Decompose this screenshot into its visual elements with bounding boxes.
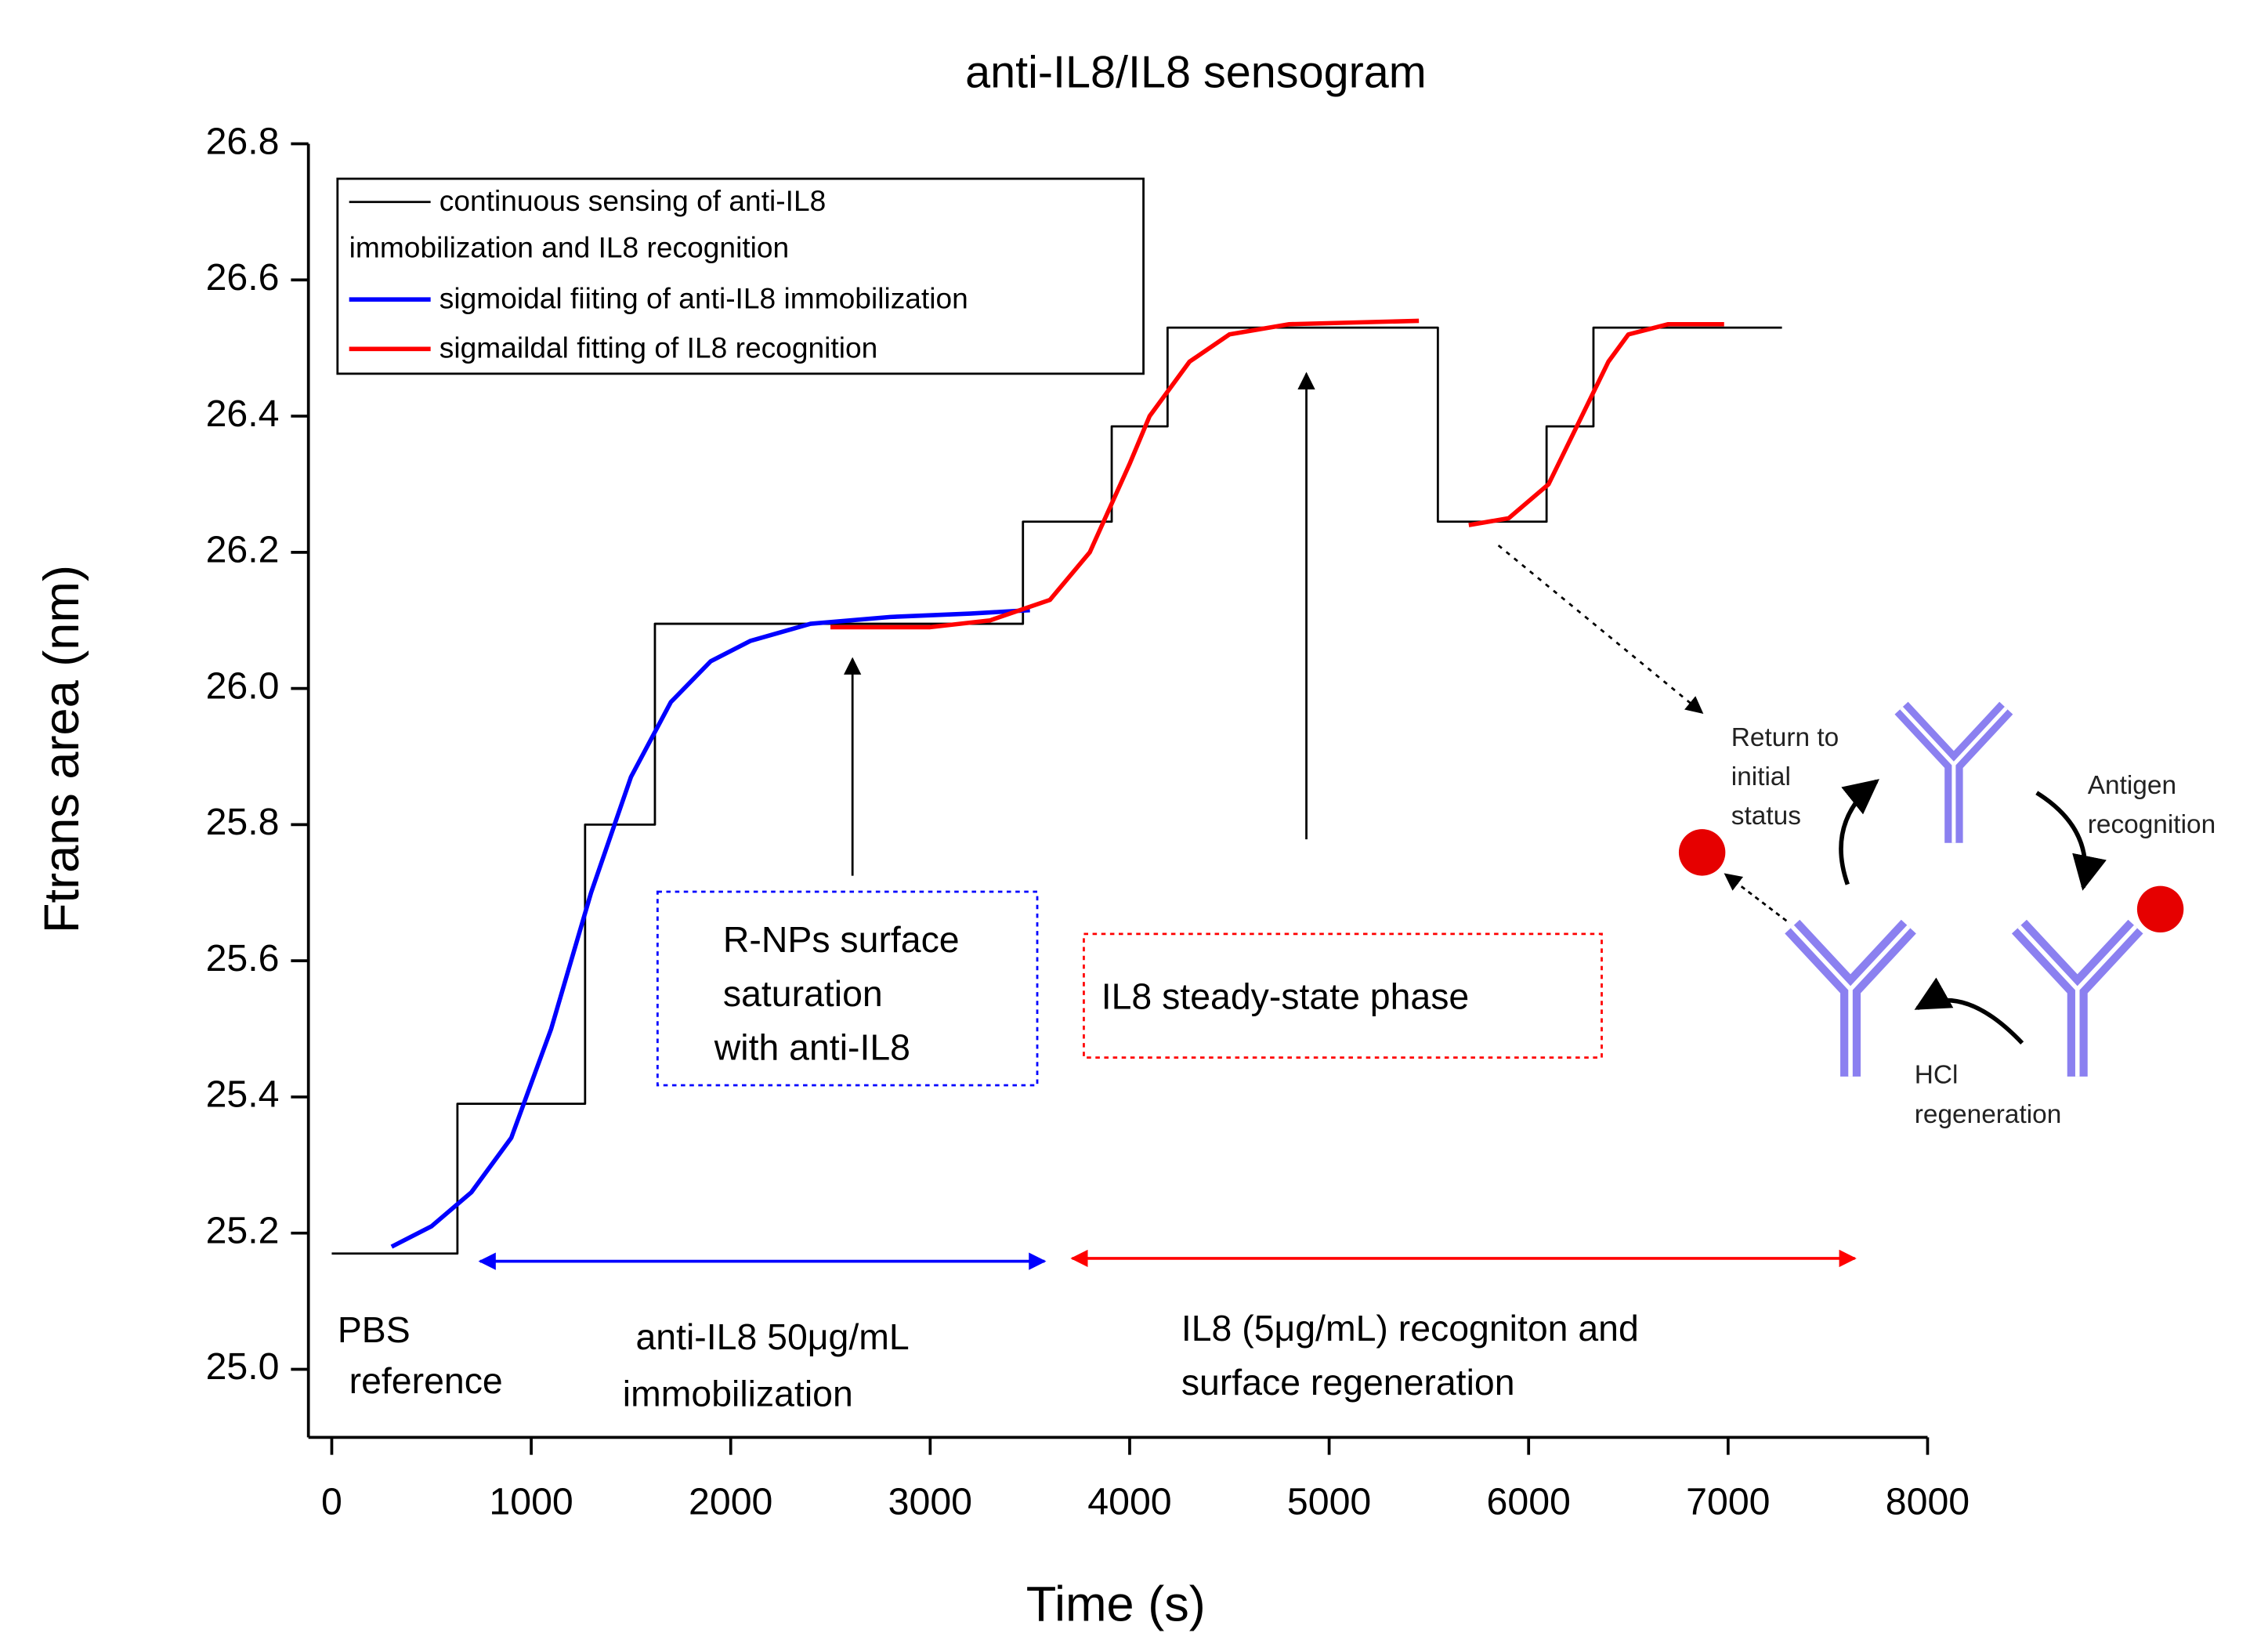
x-tick-label: 6000 [1487,1481,1571,1523]
annotation: with anti-IL8 [714,1027,910,1068]
y-tick-label: 26.0 [206,664,280,707]
arrow [1914,977,2024,1045]
y-tick-label: 25.4 [206,1074,280,1116]
series-line [331,326,1782,1255]
annotation: HCl [1915,1061,1959,1090]
antigen [2136,885,2184,932]
y-tick-label: 25.8 [206,801,280,843]
annotation: regeneration [1915,1100,2062,1129]
annotation: IL8 steady-state phase [1101,976,1470,1017]
y-axis-label: Ftrans area (nm) [34,565,89,933]
y-tick-label: 26.4 [206,393,280,435]
legend-entry: sigmaildal fitting of IL8 recognition [439,332,878,365]
antibody [2011,919,2143,1077]
annotation: status [1731,802,1801,831]
arrow [1839,779,1879,885]
annotation: Antigen [2088,771,2176,800]
x-axis-label: Time (s) [1026,1577,1206,1631]
annotation: surface regeneration [1181,1362,1515,1403]
annotation: R-NPs surface [723,919,960,960]
legend-entry: sigmoidal fiiting of anti-IL8 immobiliza… [439,283,968,316]
y-tick-label: 26.6 [206,256,280,299]
y-tick-label: 26.8 [206,120,280,162]
antibody-diagram [1678,701,2184,1077]
legend-box [336,177,1145,375]
annotation-box [1083,932,1603,1059]
y-tick-label: 26.2 [206,529,280,571]
legend-label: sigmoidal fiiting of anti-IL8 immobiliza… [439,283,968,316]
annotation: saturation [723,973,883,1014]
antibody [1785,919,1916,1077]
x-tick-label: 0 [321,1481,342,1523]
legend-label: sigmaildal fitting of IL8 recognition [439,332,878,365]
annotation: recognition [2088,810,2216,839]
x-tick-label: 1000 [489,1481,573,1523]
y-tick-label: 25.6 [206,937,280,979]
annotation: reference [349,1360,503,1401]
annotation: PBS [338,1309,411,1350]
x-tick-label: 4000 [1087,1481,1171,1523]
annotation: Return to [1731,723,1839,752]
series-line [830,318,1724,630]
arrow [1724,873,1788,922]
annotation: anti-IL8 50μg/mL [635,1316,909,1357]
arrow [1497,544,1704,715]
annotation: immobilization [623,1374,853,1414]
annotation: initial [1731,762,1791,791]
y-tick-label: 25.0 [206,1345,280,1388]
x-tick-label: 7000 [1686,1481,1770,1523]
annotation-box [656,890,1039,1087]
legend-label: continuous sensing of anti-IL8 immobiliz… [349,186,827,265]
x-tick-label: 5000 [1287,1481,1371,1523]
x-tick-label: 3000 [888,1481,972,1523]
y-tick-label: 25.2 [206,1209,280,1251]
antigen [1678,829,1726,876]
series-line [390,607,1030,1249]
x-tick-label: 2000 [689,1481,772,1523]
antibody [1894,701,2013,843]
x-tick-label: 8000 [1886,1481,1970,1523]
chart-title: anti-IL8/IL8 sensogram [965,47,1427,97]
arrow [2035,791,2107,891]
legend-entry: continuous sensing of anti-IL8 immobiliz… [349,186,827,265]
annotation: IL8 (5μg/mL) recogniton and [1181,1308,1639,1349]
